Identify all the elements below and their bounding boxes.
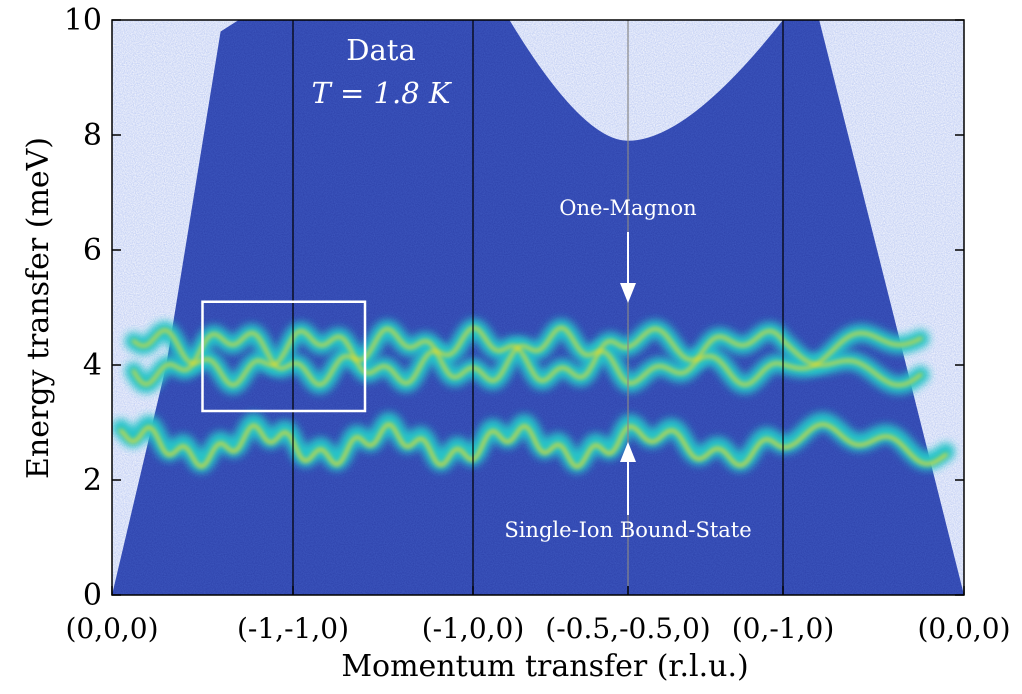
y-axis: 0 2 4 6 8 10 — [64, 3, 964, 613]
coverage-noise — [112, 20, 964, 595]
x-axis: (0,0,0) (-1,-1,0) (-1,0,0) (-0.5,-0.5,0) (0,… — [65, 586, 1011, 645]
x-tick-label: (-1,-1,0) — [237, 612, 349, 645]
x-tick-label: (0,-1,0) — [732, 612, 835, 645]
data-label: Data — [346, 33, 415, 67]
one-magnon-label: One-Magnon — [559, 196, 696, 220]
x-tick-label: (0,0,0) — [917, 612, 1010, 645]
highlight-box — [201, 300, 367, 413]
x-tick-label: (-0.5,-0.5,0) — [545, 612, 710, 645]
x-tick-label: (-1,0,0) — [422, 612, 525, 645]
x-tick-label: (0,0,0) — [65, 612, 158, 645]
axes-frame — [111, 19, 965, 596]
x-axis-label: Momentum transfer (r.l.u.) — [341, 649, 748, 684]
y-tick-label: 0 — [83, 578, 102, 613]
y-tick-label: 6 — [83, 233, 102, 268]
y-tick-label: 4 — [83, 348, 102, 383]
y-axis-label: Energy transfer (meV) — [21, 137, 56, 479]
y-tick-label: 2 — [83, 463, 102, 498]
one-magnon-arrow — [620, 232, 636, 303]
y-tick-label: 10 — [64, 3, 102, 38]
bound-state-arrow — [620, 442, 636, 515]
y-tick-label: 8 — [83, 118, 102, 153]
temperature-label: T = 1.8 K — [311, 76, 452, 110]
bound-state-label: Single-Ion Bound-State — [504, 518, 751, 542]
